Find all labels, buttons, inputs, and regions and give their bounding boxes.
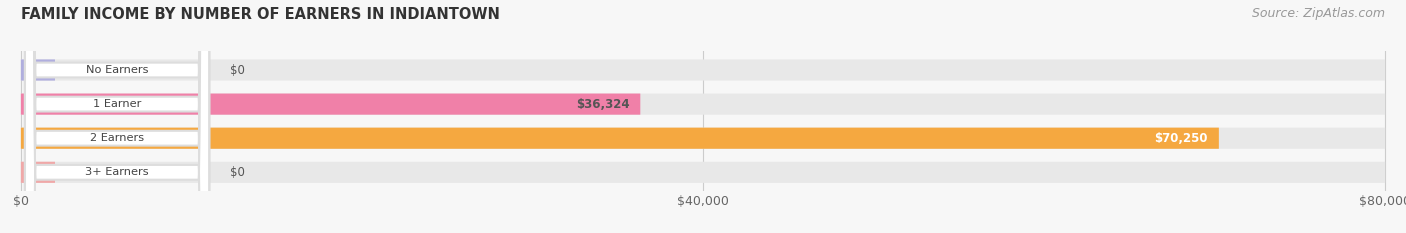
FancyBboxPatch shape <box>21 162 55 183</box>
FancyBboxPatch shape <box>21 128 1219 149</box>
FancyBboxPatch shape <box>21 128 1385 149</box>
FancyBboxPatch shape <box>21 93 640 115</box>
FancyBboxPatch shape <box>21 59 55 81</box>
Text: $0: $0 <box>229 64 245 76</box>
FancyBboxPatch shape <box>25 0 209 233</box>
FancyBboxPatch shape <box>21 162 1385 183</box>
Text: Source: ZipAtlas.com: Source: ZipAtlas.com <box>1251 7 1385 20</box>
FancyBboxPatch shape <box>25 0 209 233</box>
Text: 3+ Earners: 3+ Earners <box>86 167 149 177</box>
Text: 1 Earner: 1 Earner <box>93 99 141 109</box>
Text: $0: $0 <box>229 166 245 179</box>
Text: No Earners: No Earners <box>86 65 148 75</box>
FancyBboxPatch shape <box>21 59 1385 81</box>
Text: $70,250: $70,250 <box>1154 132 1208 145</box>
FancyBboxPatch shape <box>25 0 209 233</box>
Text: FAMILY INCOME BY NUMBER OF EARNERS IN INDIANTOWN: FAMILY INCOME BY NUMBER OF EARNERS IN IN… <box>21 7 501 22</box>
FancyBboxPatch shape <box>25 0 209 233</box>
Text: $36,324: $36,324 <box>576 98 630 111</box>
FancyBboxPatch shape <box>21 93 1385 115</box>
Text: 2 Earners: 2 Earners <box>90 133 145 143</box>
